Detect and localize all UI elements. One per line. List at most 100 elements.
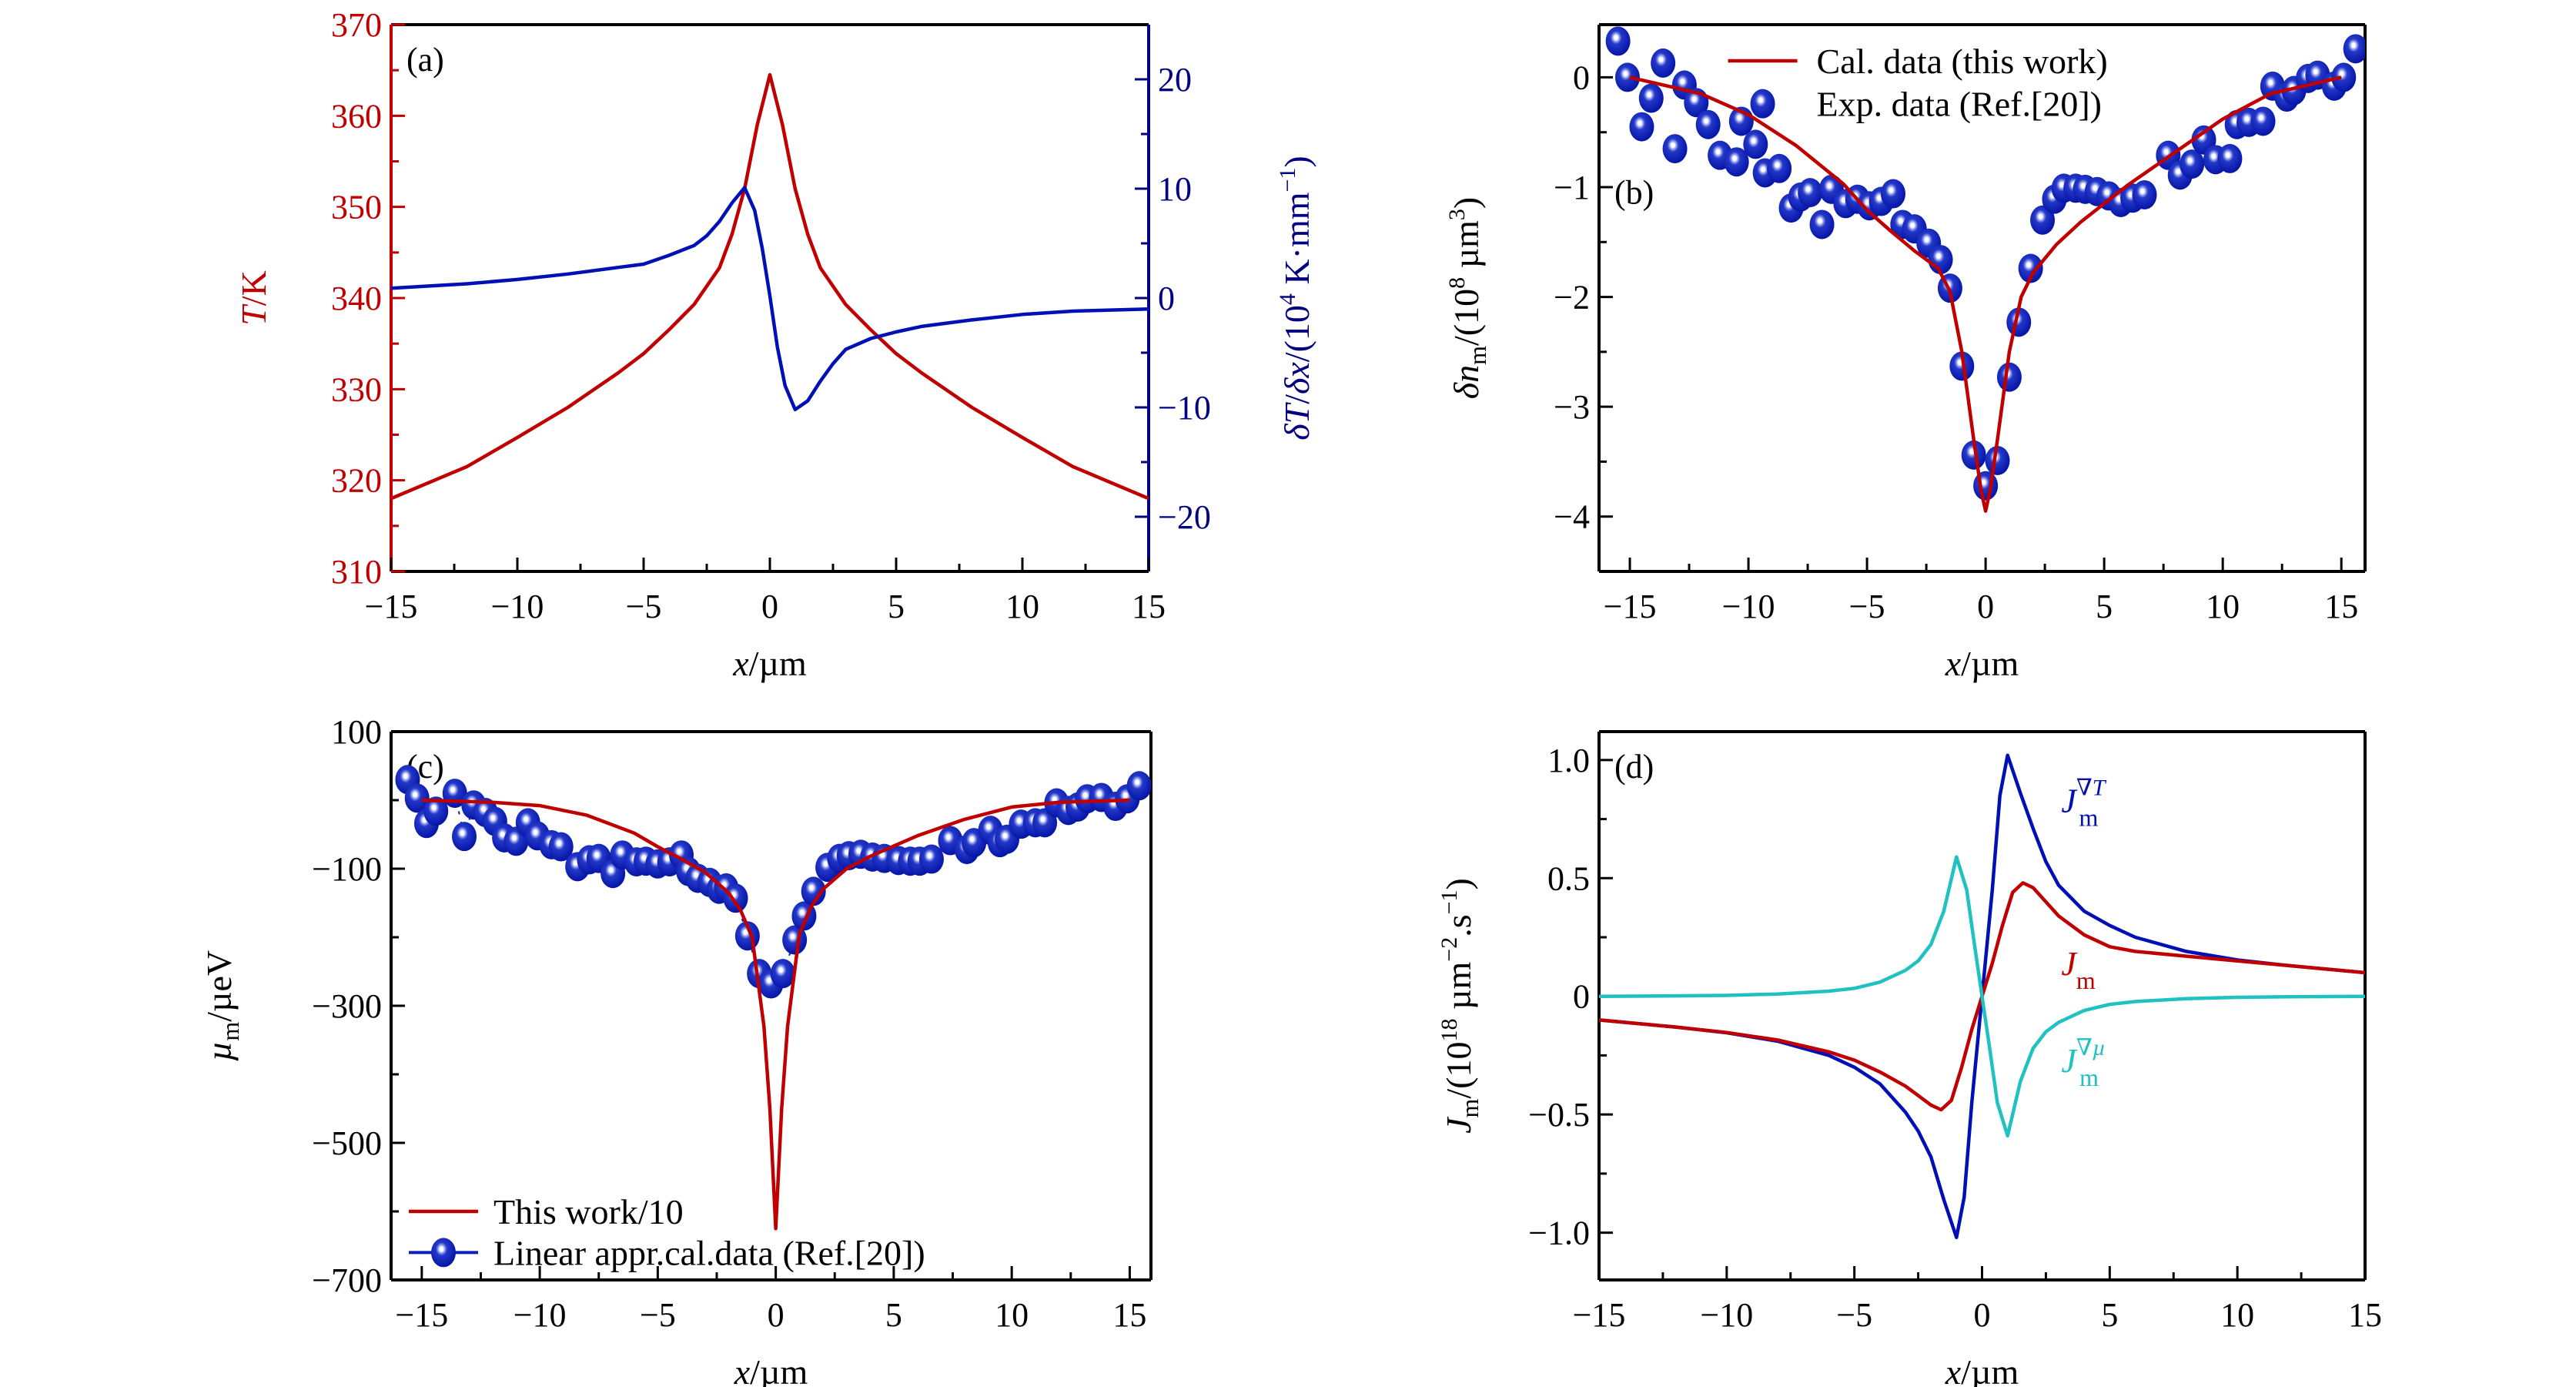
panel-d: −15 −10 −5 0 5 10 15 −1.0 −0.5 0 0.5 1.0 x/µm Jm/(101… <box>1437 730 2382 1387</box>
y-tick-label: 100 <box>331 713 382 751</box>
x-tick-label: −5 <box>1849 588 1885 625</box>
panel-label: (b) <box>1614 173 1654 211</box>
data-point <box>2343 34 2365 64</box>
x-axis-title: x/µm <box>734 1352 808 1387</box>
data-point <box>1996 362 2022 392</box>
x-tick-label: −15 <box>395 1296 448 1334</box>
y-right-tick-label: −10 <box>1158 389 1211 427</box>
y-tick-label: 0 <box>1573 59 1590 96</box>
y-tick-label: 1.0 <box>1547 742 1590 779</box>
x-tick-label: 0 <box>1974 1296 1991 1334</box>
x-tick-label: 5 <box>2096 588 2113 625</box>
x-axis-title: x/µm <box>1945 644 2019 683</box>
data-point <box>801 876 826 906</box>
data-point <box>1880 179 1905 209</box>
panel-c: −15 −10 −5 0 5 10 15 −700 −500 −300 −100 100 x/µm µm/… <box>199 713 1153 1387</box>
y-tick-label: 330 <box>331 370 382 408</box>
x-tick-label: −10 <box>1700 1296 1753 1334</box>
x-tick-label: 0 <box>1977 588 1994 625</box>
panel-a: −15 −10 −5 0 5 10 15 310 320 330 340 350 360 370 −20 −1… <box>234 6 1316 683</box>
x-tick-label: 10 <box>1005 588 1039 625</box>
y-axis-right-title: δT/δx/(104 K·mm−1) <box>1275 156 1316 441</box>
y-axis-title: δnm/(108 µm3) <box>1444 197 1491 400</box>
x-tick-label: −5 <box>626 588 662 625</box>
data-point <box>2132 179 2157 209</box>
y-right-tick-label: 10 <box>1158 170 1192 208</box>
data-point <box>1961 440 1986 470</box>
y-tick-label: −0.5 <box>1528 1096 1590 1134</box>
y-right-tick-label: 20 <box>1158 61 1192 99</box>
curve-label: Jm <box>2061 945 2096 994</box>
data-point <box>1724 147 1749 177</box>
y-tick-label: −300 <box>312 987 382 1025</box>
legend-label: Exp. data (Ref.[20]) <box>1817 85 2102 124</box>
x-tick-label: 15 <box>1112 1296 1146 1334</box>
y-tick-label: 370 <box>331 6 382 44</box>
data-point <box>1614 62 1640 92</box>
legend-marker-icon <box>431 1238 456 1268</box>
y-tick-label: −100 <box>312 850 382 888</box>
x-tick-label: 5 <box>2101 1296 2118 1334</box>
x-tick-label: 10 <box>2220 1296 2254 1334</box>
series-line-0 <box>421 798 1130 1231</box>
x-tick-label: 5 <box>885 1296 902 1334</box>
y-axis-title: Jm/(1018 µm−2.s−1) <box>1437 878 1484 1134</box>
curve-label: J∇T m <box>2061 775 2106 831</box>
y-tick-label: −2 <box>1554 279 1590 317</box>
series-line-2 <box>1599 855 2365 1138</box>
y-tick-label: 360 <box>331 97 382 135</box>
y-tick-label: −4 <box>1554 498 1590 536</box>
x-tick-label: −10 <box>1722 588 1775 625</box>
series-line-0 <box>1629 75 2342 513</box>
data-point <box>1695 109 1721 139</box>
y-tick-label: 0.5 <box>1547 859 1590 897</box>
data-point <box>1767 153 1792 183</box>
data-point <box>2180 149 2205 179</box>
series-line-0 <box>391 72 1149 501</box>
y-tick-label: 340 <box>331 280 382 317</box>
data-point <box>1743 129 1768 159</box>
data-point <box>1798 178 1823 208</box>
y-tick-label: −3 <box>1554 388 1590 426</box>
y-tick-label: 0 <box>1573 978 1590 1016</box>
data-point <box>404 783 430 813</box>
y-tick-label: −1.0 <box>1528 1214 1590 1252</box>
x-tick-label: −5 <box>640 1296 676 1334</box>
x-tick-label: 10 <box>2206 588 2240 625</box>
x-tick-label: −10 <box>514 1296 567 1334</box>
x-tick-label: −15 <box>1573 1296 1626 1334</box>
x-tick-label: −5 <box>1836 1296 1872 1334</box>
panel-label: (a) <box>406 41 444 79</box>
data-point <box>2250 106 2276 136</box>
x-axis-title: x/µm <box>732 644 807 683</box>
x-tick-label: 0 <box>761 588 778 625</box>
data-point <box>1605 26 1631 56</box>
x-tick-label: −15 <box>365 588 418 625</box>
data-point <box>1126 771 1151 801</box>
data-point <box>423 796 449 826</box>
data-point <box>2217 143 2243 173</box>
x-tick-label: −10 <box>491 588 544 625</box>
y-tick-label: 320 <box>331 462 382 500</box>
legend-label: This work/10 <box>493 1192 684 1231</box>
data-point <box>2018 253 2043 283</box>
data-point <box>548 832 574 862</box>
x-tick-label: 15 <box>2348 1296 2382 1334</box>
y-tick-label: −500 <box>312 1124 382 1162</box>
data-point <box>452 822 477 852</box>
y-right-tick-label: 0 <box>1158 280 1175 317</box>
data-point <box>2030 205 2056 235</box>
y-tick-label: 310 <box>331 553 382 591</box>
legend-label: Cal. data (this work) <box>1817 42 2108 81</box>
data-point <box>1973 471 1999 501</box>
data-point <box>1638 83 1664 113</box>
data-point <box>723 883 748 913</box>
data-point <box>1629 112 1654 142</box>
y-axis-title: µm/µeV <box>199 950 244 1061</box>
x-tick-label: −15 <box>1604 588 1657 625</box>
data-point <box>1985 446 2010 476</box>
x-tick-label: 5 <box>888 588 905 625</box>
data-point <box>770 959 795 989</box>
